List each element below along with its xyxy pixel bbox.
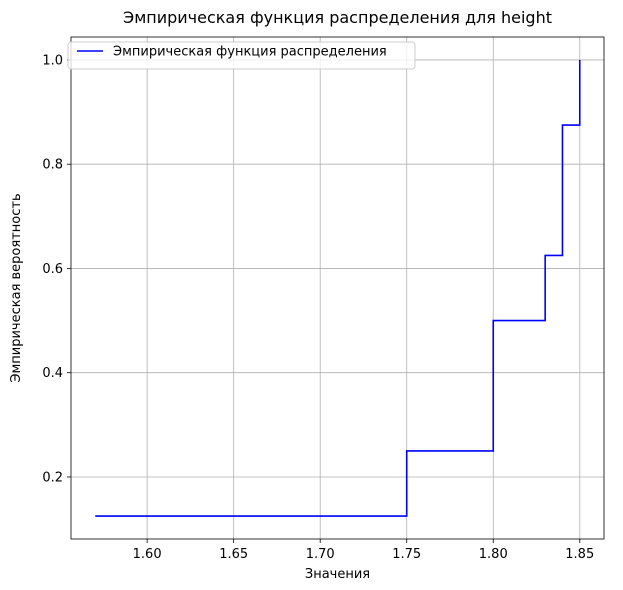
x-tick-label: 1.85 [565,547,594,562]
x-axis-label: Значения [305,567,370,582]
y-ticks: 0.2 0.4 0.6 0.8 1.0 [42,53,71,485]
plot-frame [70,36,605,540]
chart-title: Эмпирическая функция распределения для h… [123,8,552,27]
x-tick-label: 1.60 [133,547,162,562]
series-group [95,59,581,517]
y-tick-label: 0.6 [42,262,63,277]
x-tick-label: 1.70 [306,547,335,562]
legend-label: Эмпирическая функция распределения [113,45,387,60]
y-tick-label: 1.0 [42,53,63,68]
x-tick-label: 1.65 [219,547,248,562]
y-tick-label: 0.2 [42,470,63,485]
x-tick-label: 1.80 [479,547,508,562]
y-axis-label: Эмпирическая вероятность [9,193,24,382]
y-tick-label: 0.4 [42,366,63,381]
legend-box [67,41,416,70]
x-tick-label: 1.75 [392,547,421,562]
legend: Эмпирическая функция распределения [67,41,416,70]
x-ticks: 1.60 1.65 1.70 1.75 1.80 1.85 [133,539,594,562]
y-tick-label: 0.8 [42,158,63,173]
ecdf-step-line [95,59,581,517]
